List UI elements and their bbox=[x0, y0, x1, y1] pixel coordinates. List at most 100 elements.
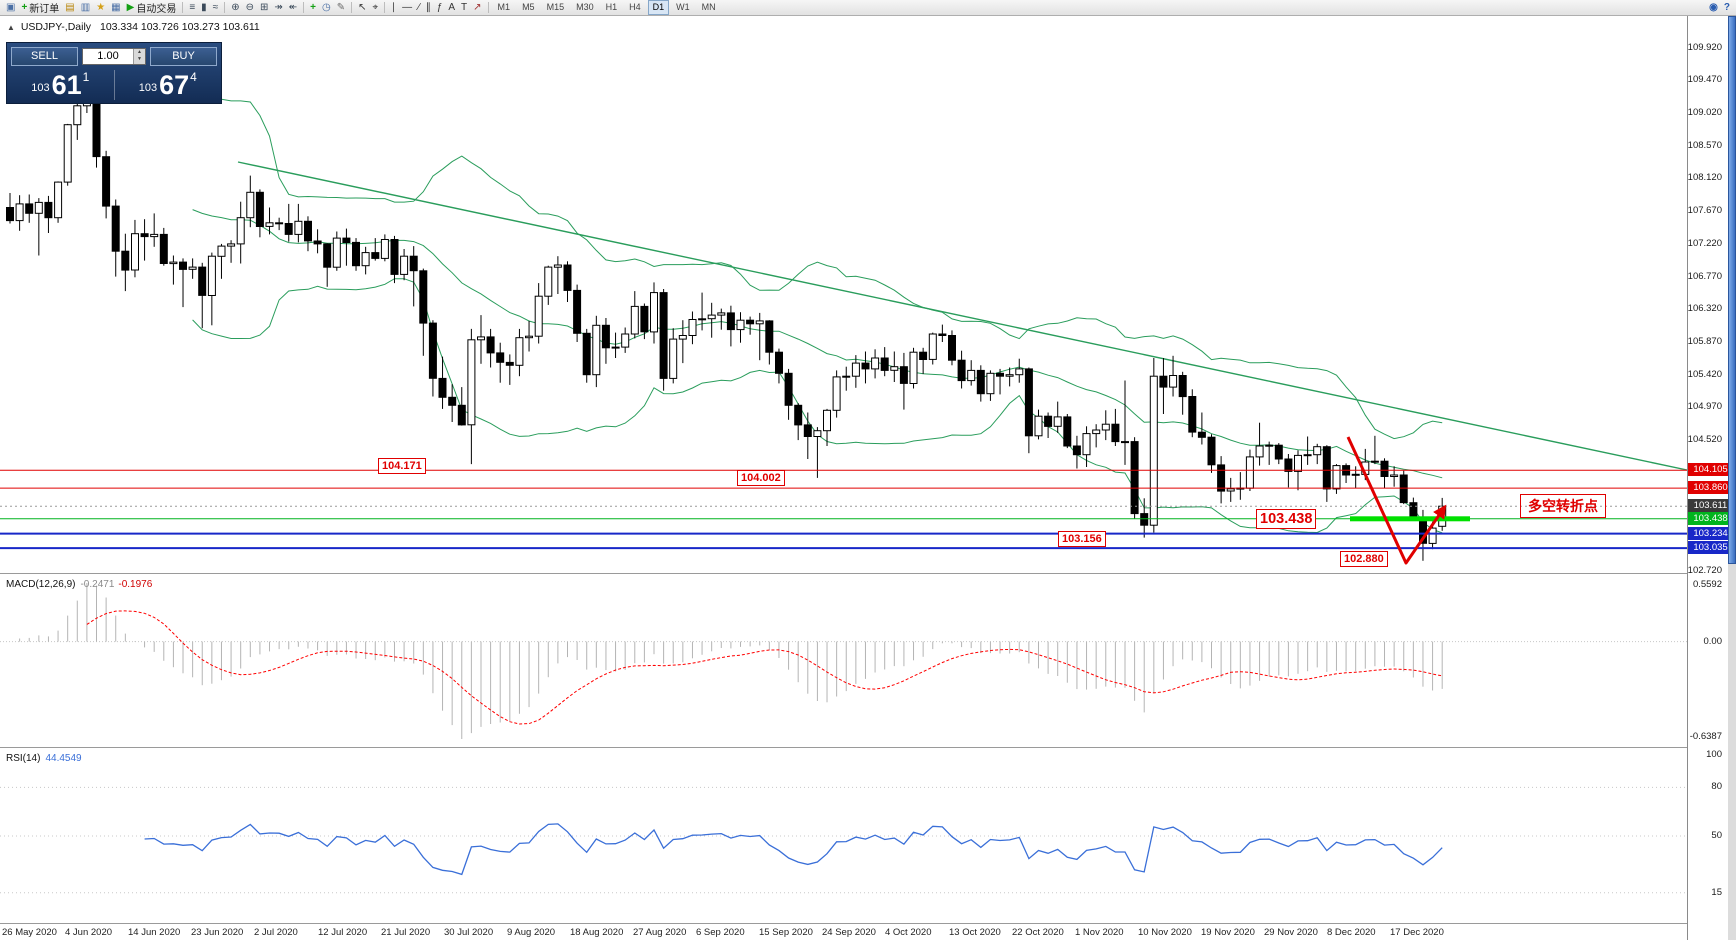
sell-button[interactable]: SELL bbox=[11, 46, 78, 66]
price-text-label[interactable]: 103.156 bbox=[1058, 531, 1106, 547]
vertical-line-icon[interactable]: ∣ bbox=[388, 1, 399, 15]
bull-bear-turning-point-note[interactable]: 多空转折点 bbox=[1520, 494, 1606, 518]
timeframe-button-D1[interactable]: D1 bbox=[647, 0, 670, 15]
text-label-icon: T bbox=[461, 1, 468, 13]
periods-icon[interactable]: ◷ bbox=[319, 1, 334, 15]
terminal-icon[interactable]: ▦ bbox=[108, 1, 123, 15]
support-highlight-segment[interactable] bbox=[1350, 516, 1470, 522]
v-reversal-arrow[interactable] bbox=[1346, 436, 1447, 565]
date-axis[interactable]: 26 May 2020 4 Jun 2020 14 Jun 2020 23 Jun 2… bbox=[0, 925, 1687, 940]
volume-input[interactable]: 1.00 ▲ ▼ bbox=[82, 47, 146, 65]
help-icon[interactable]: ? bbox=[1721, 1, 1733, 15]
rsi-label: RSI(14) 44.4549 bbox=[6, 753, 82, 764]
tile-windows-icon[interactable]: ⊞ bbox=[257, 1, 271, 15]
trendline-icon[interactable]: ∕ bbox=[415, 1, 423, 15]
cursor-icon[interactable]: ↖ bbox=[355, 1, 369, 15]
market-watch-icon[interactable]: ▤ bbox=[62, 1, 77, 15]
equidistant-channel-icon[interactable]: ∥ bbox=[423, 1, 434, 15]
ask-price[interactable]: 103 67 4 bbox=[115, 70, 222, 101]
navigator-icon[interactable]: ★ bbox=[93, 1, 108, 15]
buy-button[interactable]: BUY bbox=[150, 46, 217, 66]
autotrading-icon: ▶ bbox=[126, 1, 135, 13]
timeframe-button-H1[interactable]: H1 bbox=[605, 2, 618, 12]
text-label-icon[interactable]: T bbox=[458, 1, 470, 15]
price-text-label[interactable]: 102.880 bbox=[1340, 551, 1388, 567]
vertical-scrollbar[interactable] bbox=[1728, 16, 1736, 940]
pane-separator[interactable] bbox=[0, 747, 1736, 748]
pane-separator[interactable] bbox=[0, 573, 1736, 574]
fibonacci-icon[interactable]: ƒ bbox=[434, 1, 446, 15]
chart-shift-icon[interactable]: ↞ bbox=[286, 1, 300, 15]
chart-shift-icon: ↞ bbox=[288, 1, 298, 13]
macd-chart[interactable] bbox=[0, 575, 1688, 747]
timeframe-button-M5[interactable]: M5 bbox=[522, 2, 535, 12]
macd-scale-tick: -0.6387 bbox=[1689, 731, 1722, 742]
bar-chart-icon: ≡ bbox=[189, 1, 196, 13]
descending-trendline[interactable] bbox=[237, 161, 1688, 471]
timeframe-button-H4[interactable]: H4 bbox=[629, 2, 641, 12]
timeframe-button-W1[interactable]: W1 bbox=[676, 2, 690, 12]
new-order-button[interactable]: + 新订单 bbox=[18, 1, 62, 16]
zoom-out-icon[interactable]: ⊖ bbox=[243, 1, 257, 15]
volume-stepper[interactable]: ▲ ▼ bbox=[133, 48, 145, 64]
candlestick-chart-icon[interactable]: ▮ bbox=[198, 1, 210, 15]
one-click-prices: 103 61 1 103 67 4 bbox=[7, 66, 221, 104]
fibonacci-icon: ƒ bbox=[436, 1, 443, 13]
horizontal-level-lines[interactable] bbox=[0, 469, 1688, 550]
stepper-down-icon[interactable]: ▼ bbox=[137, 56, 142, 62]
ohlc-values: 103.334 103.726 103.273 103.611 bbox=[99, 21, 260, 33]
rsi-line bbox=[144, 823, 1443, 876]
price-scale[interactable]: 102.720103.170103.620104.070104.520104.9… bbox=[1687, 16, 1733, 940]
indicators-icon: + bbox=[310, 1, 316, 13]
price-tick: 106.770 bbox=[1687, 271, 1722, 282]
timeframe-button-M1[interactable]: M1 bbox=[497, 2, 511, 12]
rsi-chart[interactable] bbox=[0, 749, 1688, 923]
bar-chart-icon[interactable]: ≡ bbox=[186, 1, 198, 15]
price-badge: 104.105 bbox=[1688, 463, 1733, 476]
autotrading-button[interactable]: ▶ 自动交易 bbox=[124, 1, 180, 16]
stepper-up-icon[interactable]: ▲ bbox=[137, 48, 142, 55]
timeframe-button-MN[interactable]: MN bbox=[701, 2, 716, 12]
timeframe-button-M30[interactable]: M30 bbox=[576, 2, 594, 12]
arrows-icon: ↗ bbox=[473, 1, 482, 13]
one-click-collapse-arrow[interactable]: ▲ bbox=[7, 23, 15, 32]
bid-pip-digit: 1 bbox=[82, 70, 90, 84]
horizontal-line-icon[interactable]: ― bbox=[399, 1, 415, 15]
date-label: 8 Dec 2020 bbox=[1327, 927, 1376, 938]
scrollbar-thumb[interactable] bbox=[1728, 16, 1736, 564]
pane-separator[interactable] bbox=[0, 923, 1736, 924]
timeframe-button-M15[interactable]: M15 bbox=[546, 2, 565, 12]
line-chart-icon[interactable]: ≈ bbox=[210, 1, 222, 15]
auto-scroll-icon[interactable]: ↠ bbox=[271, 1, 285, 15]
price-text-label[interactable]: 103.438 bbox=[1256, 509, 1317, 529]
chart-window-icon[interactable]: ▣ bbox=[3, 1, 18, 15]
volume-value: 1.00 bbox=[97, 50, 119, 62]
data-window-icon[interactable]: ▥ bbox=[78, 1, 93, 15]
price-text-label[interactable]: 104.002 bbox=[737, 470, 785, 486]
bid-price[interactable]: 103 61 1 bbox=[7, 70, 114, 101]
date-label: 14 Jun 2020 bbox=[128, 927, 181, 938]
price-badge: 103.611 bbox=[1688, 499, 1733, 512]
templates-icon[interactable]: ✎ bbox=[334, 1, 348, 15]
crosshair-icon[interactable]: ⌖ bbox=[370, 1, 382, 15]
indicators-icon[interactable]: + bbox=[307, 1, 319, 15]
line-chart-icon: ≈ bbox=[212, 1, 219, 13]
date-label: 18 Aug 2020 bbox=[570, 927, 624, 938]
text-icon[interactable]: A bbox=[445, 1, 458, 15]
macd-main-value: -0.2471 bbox=[80, 579, 115, 590]
zoom-in-icon[interactable]: ⊕ bbox=[228, 1, 242, 15]
toolbar-separator bbox=[182, 2, 184, 13]
arrows-icon[interactable]: ↗ bbox=[470, 1, 484, 15]
toolbar-separator bbox=[351, 2, 353, 13]
chart-window-icon: ▣ bbox=[6, 1, 16, 13]
price-badge: 103.860 bbox=[1688, 481, 1733, 494]
toolbar-separator bbox=[487, 2, 489, 13]
price-tick: 107.220 bbox=[1687, 238, 1722, 249]
community-icon[interactable]: ◉ bbox=[1706, 1, 1721, 15]
autotrading-button-label: 自动交易 bbox=[136, 4, 177, 15]
price-chart[interactable] bbox=[0, 16, 1688, 573]
chart-area: ▲ USDJPY-,Daily 103.334 103.726 103.273 … bbox=[0, 16, 1736, 940]
price-text-label[interactable]: 104.171 bbox=[378, 458, 426, 474]
toolbar: ▣ + 新订单 ▤ ▥ ★ ▦ ▶ 自动交易 ≡ ▮ ≈ ⊕ ⊖ ⊞ ↠ ↞ + ◷ ✎ ↖ ⌖ ∣ ― ∕ ∥ ƒ A T ↗ M1 M5… bbox=[0, 0, 1736, 16]
